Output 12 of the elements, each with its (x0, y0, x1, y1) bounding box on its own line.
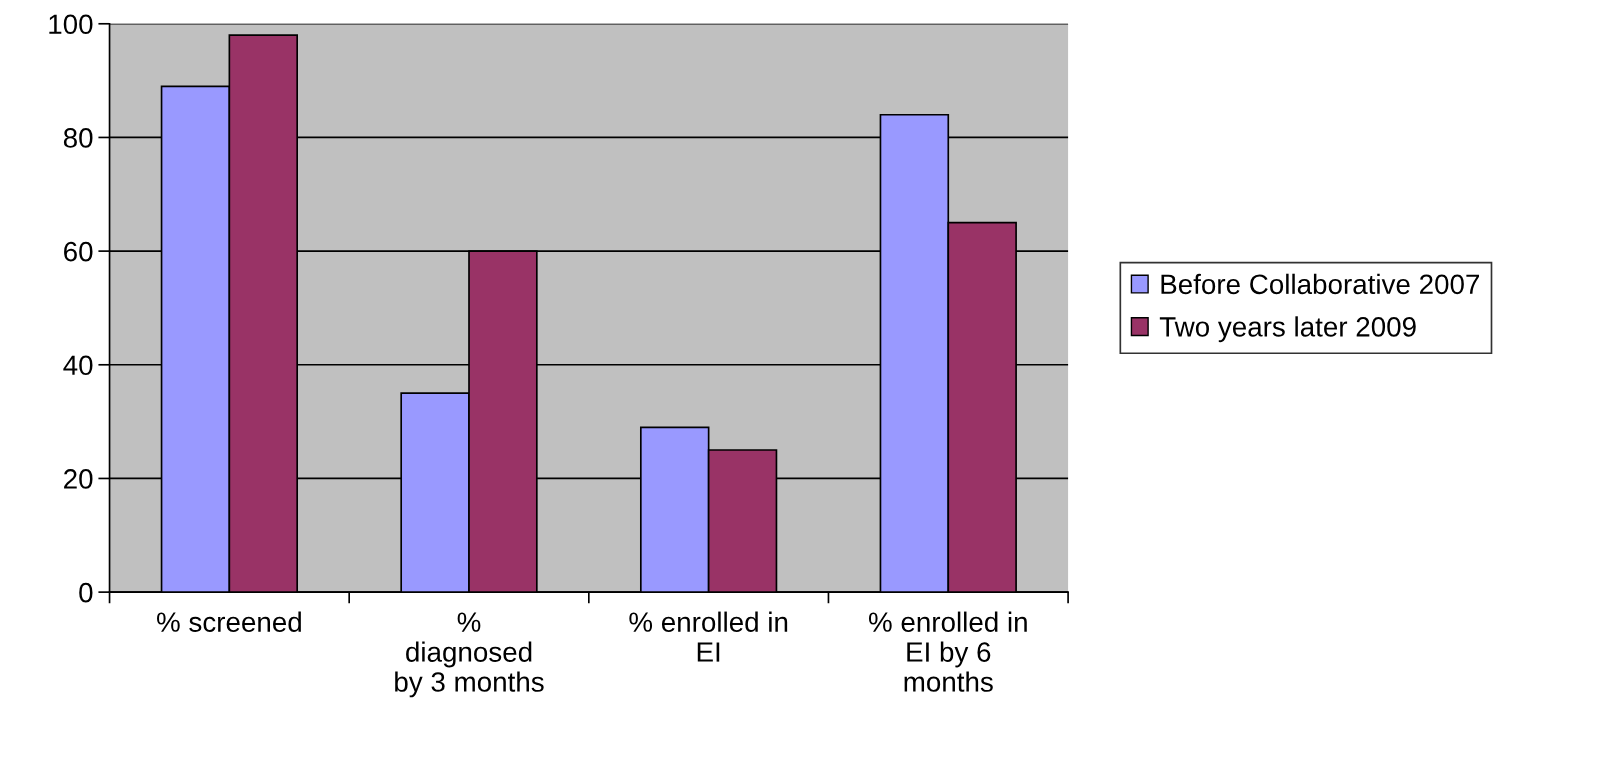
legend-label: Before Collaborative 2007 (1161, 273, 1480, 295)
x-tick-label: % screened (157, 611, 301, 632)
y-tick-label: 40 (63, 355, 93, 376)
x-tick-label: % enrolled in EI (629, 611, 788, 662)
y-tick-label: 80 (63, 128, 93, 148)
y-tick-label: 100 (49, 14, 93, 35)
y-tick-label: 0 (79, 582, 93, 603)
x-tick-label: % enrolled in EI by 6 months (868, 611, 1027, 692)
y-tick-label: 60 (64, 241, 93, 262)
y-tick-label: 20 (64, 469, 93, 489)
x-tick-label: % diagnosed by 3 months (395, 612, 544, 698)
legend-label: Two years later 2009 (1159, 316, 1416, 343)
